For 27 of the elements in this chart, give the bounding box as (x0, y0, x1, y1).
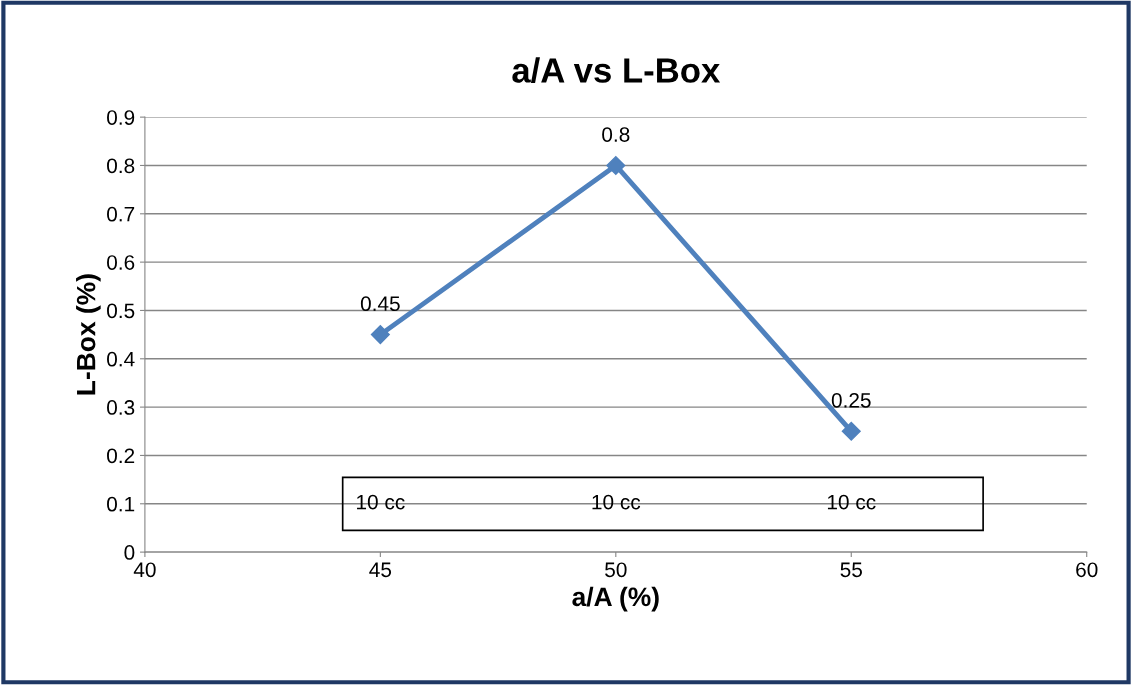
y-tick-label: 0.1 (107, 496, 135, 512)
data-label: 0.25 (831, 392, 871, 408)
y-tick-label: 0.5 (107, 303, 135, 319)
annotation: 10 cc (592, 494, 641, 510)
y-tick-label: 0.2 (107, 448, 135, 464)
annotation: 10 cc (357, 494, 405, 510)
y-tick-label: 0 (124, 545, 135, 560)
data-label: 0.45 (360, 296, 400, 312)
y-tick-label: 0.4 (107, 351, 135, 367)
x-tick-label: 50 (605, 562, 627, 578)
y-tick-label: 0.7 (107, 206, 135, 222)
point (841, 421, 861, 441)
data-label: 0.8 (602, 127, 630, 142)
x-axis-title: a/A (%) (572, 586, 659, 612)
point (370, 325, 390, 345)
y-tick-label: 0.9 (107, 110, 135, 125)
chart-title: a/A vs L-Box (512, 57, 721, 84)
y-tick-label: 0.6 (107, 255, 135, 270)
y-tick-label: 0.3 (107, 400, 135, 415)
x-tick-label: 45 (369, 562, 392, 578)
x-tick-label: 60 (1076, 562, 1098, 578)
point (606, 155, 626, 175)
annotation: 10 cc (827, 494, 876, 510)
x-tick-label: 55 (840, 562, 862, 578)
y-axis-title: L-Box (%) (76, 274, 101, 395)
x-tick-label: 40 (133, 562, 156, 578)
y-tick-label: 0.8 (107, 158, 135, 174)
